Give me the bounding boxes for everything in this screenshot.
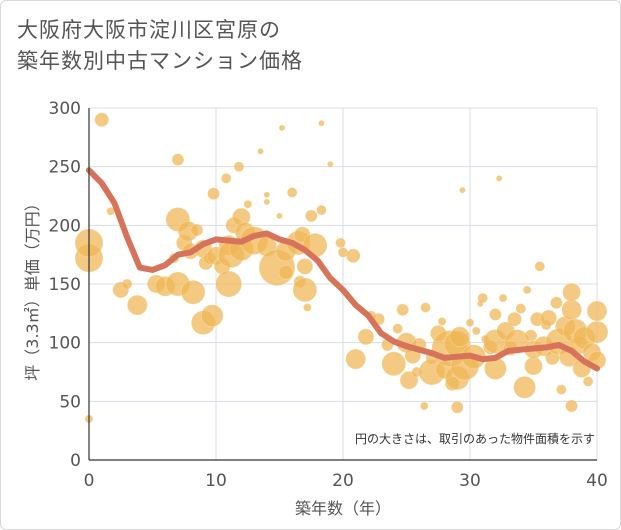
x-tick-label-1: 10 <box>205 471 227 491</box>
data-point <box>489 308 502 321</box>
y-tick-label-5: 250 <box>49 158 81 178</box>
data-point <box>233 161 245 172</box>
data-point <box>437 317 447 326</box>
x-tick-label-4: 40 <box>586 471 608 491</box>
data-point <box>215 270 242 298</box>
y-tick-label-6: 300 <box>49 99 81 119</box>
data-point <box>586 300 608 322</box>
y-tick-label-2: 100 <box>49 334 81 354</box>
data-point <box>477 292 489 304</box>
data-point <box>459 186 466 194</box>
data-point <box>585 320 609 344</box>
x-tick-label-2: 20 <box>332 471 354 491</box>
data-point <box>449 326 471 348</box>
x-tick-label-3: 30 <box>459 471 481 491</box>
data-point <box>326 161 334 168</box>
data-point <box>318 120 325 127</box>
data-point <box>420 302 431 313</box>
data-point <box>121 278 133 290</box>
data-point <box>257 148 264 155</box>
data-point <box>278 264 294 280</box>
data-point <box>381 351 407 377</box>
chart-title-line-1: 大阪府大阪市淀川区宮原の <box>17 18 281 42</box>
data-point <box>524 356 543 376</box>
data-point <box>200 304 224 328</box>
y-tick-label-1: 50 <box>59 392 81 412</box>
data-point <box>495 175 503 182</box>
data-point <box>522 285 532 295</box>
data-point <box>335 237 346 249</box>
data-point <box>207 187 220 200</box>
data-point <box>515 303 527 314</box>
data-point <box>304 209 318 223</box>
data-point <box>345 348 367 370</box>
size-annotation: 円の大きさは、取引のあった物件面積を示す <box>355 431 595 446</box>
data-point <box>171 153 185 166</box>
data-point <box>550 296 563 310</box>
data-point <box>507 311 522 327</box>
data-point <box>357 328 375 346</box>
data-point <box>498 293 508 303</box>
data-point <box>465 318 475 328</box>
data-point <box>296 258 314 275</box>
data-point <box>278 124 286 132</box>
tick-labels: 0 50 100 150 200 250 300 0 10 20 30 40 <box>49 99 608 491</box>
data-point <box>556 384 567 395</box>
data-point <box>220 173 232 184</box>
trend-line <box>86 167 600 372</box>
data-point <box>243 199 253 209</box>
x-tick-label-0: 0 <box>84 471 95 491</box>
bubble-points <box>74 112 609 424</box>
y-tick-label-0: 0 <box>70 451 81 471</box>
data-point <box>396 303 410 317</box>
data-point <box>292 277 318 303</box>
x-axis-label: 築年数（年） <box>295 499 391 518</box>
y-tick-label-4: 200 <box>49 216 81 236</box>
data-point <box>276 212 283 220</box>
y-tick-label-3: 150 <box>49 275 81 295</box>
data-point <box>392 323 403 334</box>
data-point <box>316 204 327 216</box>
data-point <box>127 294 148 316</box>
data-point <box>513 375 536 399</box>
axes <box>88 108 597 461</box>
chart-title-line-2: 築年数別中古マンション価格 <box>17 49 303 73</box>
data-point <box>263 198 271 206</box>
data-point <box>345 248 361 264</box>
data-point <box>286 187 298 198</box>
data-point <box>471 326 481 336</box>
data-point <box>190 223 204 237</box>
data-point <box>303 303 312 312</box>
data-point <box>419 401 429 411</box>
chart-title: 大阪府大阪市淀川区宮原の 築年数別中古マンション価格 <box>17 15 303 77</box>
data-point <box>562 282 581 302</box>
data-point <box>450 400 464 414</box>
data-point <box>263 191 271 199</box>
data-point <box>540 309 558 327</box>
data-point <box>524 329 538 342</box>
data-point <box>565 399 578 413</box>
data-point <box>180 279 206 305</box>
data-point <box>582 376 594 387</box>
data-point <box>561 299 582 321</box>
data-point <box>94 112 109 127</box>
y-axis-label: 坪（3.3㎡）単価（万円） <box>23 195 42 380</box>
data-point <box>534 261 546 272</box>
